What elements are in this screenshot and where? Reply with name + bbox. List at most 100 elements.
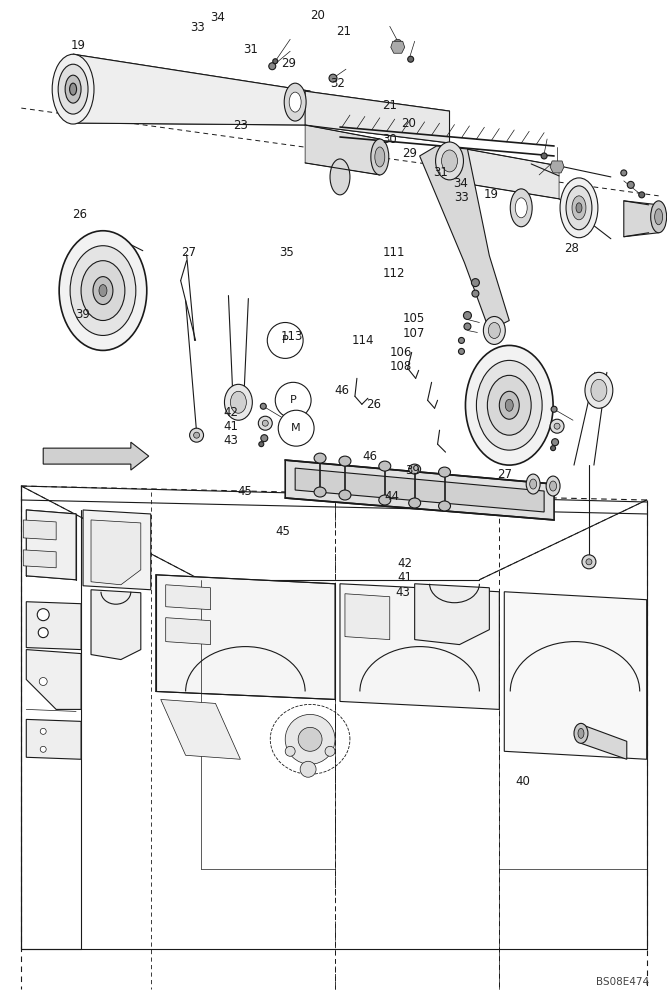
Text: 105: 105 [403, 312, 425, 325]
Polygon shape [550, 161, 564, 173]
Polygon shape [624, 201, 659, 237]
Text: 46: 46 [335, 384, 349, 397]
Text: 21: 21 [381, 99, 397, 112]
Text: 29: 29 [402, 147, 418, 160]
Circle shape [458, 348, 464, 354]
Circle shape [275, 382, 311, 418]
Circle shape [541, 153, 547, 159]
Circle shape [586, 559, 592, 565]
Text: 19: 19 [484, 188, 498, 201]
Ellipse shape [436, 142, 464, 180]
Text: 111: 111 [383, 246, 405, 259]
Ellipse shape [263, 420, 269, 426]
Circle shape [298, 727, 322, 751]
Ellipse shape [499, 391, 519, 419]
Ellipse shape [439, 467, 450, 477]
Circle shape [39, 678, 47, 685]
Polygon shape [73, 54, 310, 125]
Polygon shape [23, 550, 56, 568]
Ellipse shape [65, 75, 81, 103]
Polygon shape [23, 520, 56, 540]
Polygon shape [156, 575, 335, 699]
Text: 23: 23 [233, 119, 248, 132]
Polygon shape [83, 510, 151, 590]
Circle shape [464, 323, 471, 330]
Circle shape [458, 337, 464, 343]
Polygon shape [391, 41, 405, 53]
Text: 39: 39 [405, 464, 420, 477]
Ellipse shape [505, 399, 513, 411]
Ellipse shape [572, 196, 586, 220]
Circle shape [273, 59, 278, 64]
Text: 45: 45 [275, 525, 290, 538]
Ellipse shape [371, 139, 389, 175]
Ellipse shape [515, 198, 527, 218]
Circle shape [261, 435, 268, 442]
Ellipse shape [379, 495, 391, 505]
Circle shape [285, 746, 295, 756]
Ellipse shape [58, 64, 88, 114]
Circle shape [552, 439, 558, 446]
Ellipse shape [393, 39, 401, 47]
Circle shape [279, 410, 314, 446]
Polygon shape [415, 584, 490, 645]
Polygon shape [450, 146, 559, 199]
Text: 29: 29 [281, 57, 297, 70]
Ellipse shape [81, 261, 125, 320]
Ellipse shape [52, 54, 94, 124]
Circle shape [472, 279, 480, 287]
Text: 43: 43 [224, 434, 238, 447]
Circle shape [259, 442, 264, 447]
Text: 39: 39 [75, 308, 90, 321]
Circle shape [267, 322, 303, 358]
Text: 42: 42 [397, 557, 412, 570]
Circle shape [627, 181, 634, 188]
Polygon shape [166, 585, 210, 610]
Ellipse shape [70, 246, 136, 335]
Circle shape [639, 192, 645, 198]
Circle shape [285, 714, 335, 764]
Text: 27: 27 [497, 468, 512, 481]
Text: 113: 113 [281, 330, 303, 343]
Polygon shape [345, 594, 389, 640]
Ellipse shape [284, 83, 306, 121]
Polygon shape [91, 520, 141, 585]
Polygon shape [161, 699, 240, 759]
Circle shape [300, 761, 316, 777]
Text: 43: 43 [395, 586, 411, 599]
Polygon shape [285, 460, 554, 520]
Ellipse shape [655, 209, 663, 225]
Ellipse shape [591, 379, 607, 401]
Ellipse shape [585, 372, 613, 408]
Ellipse shape [259, 416, 273, 430]
Ellipse shape [59, 231, 147, 350]
Circle shape [550, 446, 556, 451]
Text: 114: 114 [351, 334, 374, 347]
Ellipse shape [554, 423, 560, 429]
Circle shape [407, 56, 413, 62]
Text: 106: 106 [389, 346, 411, 359]
Text: 33: 33 [454, 191, 469, 204]
Ellipse shape [375, 147, 385, 167]
Circle shape [269, 63, 276, 70]
Ellipse shape [566, 186, 592, 230]
Circle shape [38, 628, 48, 638]
Text: 108: 108 [389, 360, 411, 373]
Text: 33: 33 [190, 21, 205, 34]
Polygon shape [166, 618, 210, 645]
Text: BS08E474: BS08E474 [596, 977, 649, 987]
Ellipse shape [330, 159, 350, 195]
Text: 21: 21 [337, 25, 351, 38]
Circle shape [472, 290, 479, 297]
Ellipse shape [510, 189, 532, 227]
Ellipse shape [314, 453, 326, 463]
Ellipse shape [651, 201, 667, 233]
Text: 26: 26 [72, 208, 88, 221]
Ellipse shape [546, 476, 560, 496]
Ellipse shape [576, 203, 582, 213]
Text: 31: 31 [243, 43, 259, 56]
Ellipse shape [526, 474, 540, 494]
Text: 41: 41 [397, 571, 412, 584]
Ellipse shape [289, 92, 301, 112]
Ellipse shape [99, 285, 107, 297]
